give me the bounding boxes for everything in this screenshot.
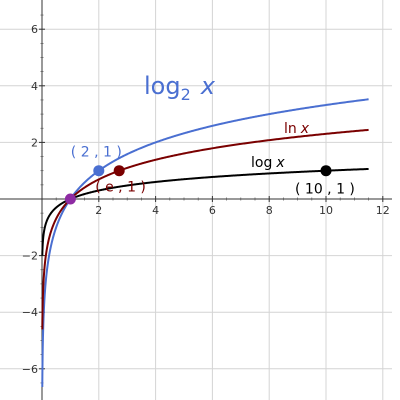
point-marker bbox=[64, 193, 76, 205]
y-tick-label: −4 bbox=[22, 306, 38, 319]
curve-label-log2-var: x bbox=[200, 72, 216, 100]
x-tick-label: 2 bbox=[95, 204, 102, 217]
point-label: ( e , 1 ) bbox=[95, 180, 146, 196]
series-line-2 bbox=[41, 167, 369, 257]
curve-label-ln-main: ln bbox=[284, 121, 297, 137]
point-marker bbox=[320, 165, 332, 177]
y-tick-label: −6 bbox=[22, 363, 38, 376]
curve-label-log-main: log bbox=[251, 155, 272, 171]
curve-label-log2-main: log bbox=[144, 72, 181, 100]
y-tick-label: 2 bbox=[31, 136, 38, 149]
curve-label-log-var: x bbox=[275, 155, 285, 171]
point-marker bbox=[93, 165, 105, 177]
labels: log2 x ln x log x bbox=[144, 72, 310, 171]
tick-marks: 2 4 6 8 10 12 −6 −4 −2 2 4 6 bbox=[22, 14, 390, 384]
series-line-0 bbox=[41, 98, 369, 388]
point-label: ( 10 , 1 ) bbox=[295, 182, 355, 198]
curve-label-ln: ln x bbox=[284, 121, 310, 137]
point-marker bbox=[113, 165, 125, 177]
curve-label-log: log x bbox=[251, 155, 285, 171]
y-tick-label: 6 bbox=[31, 23, 38, 36]
y-tick-label: −2 bbox=[22, 250, 38, 263]
curve-label-log2: log2 x bbox=[144, 72, 216, 104]
curve-label-ln-var: x bbox=[300, 121, 310, 137]
x-tick-label: 6 bbox=[209, 204, 216, 217]
points: ( 2 , 1 ) ( e , 1 ) ( 10 , 1 ) bbox=[64, 145, 355, 205]
x-tick-label: 10 bbox=[319, 204, 333, 217]
x-tick-label: 12 bbox=[376, 204, 390, 217]
point-label: ( 2 , 1 ) bbox=[71, 145, 122, 161]
x-tick-label: 4 bbox=[152, 204, 159, 217]
x-tick-label: 8 bbox=[266, 204, 273, 217]
y-tick-label: 4 bbox=[31, 80, 38, 93]
curve-label-log2-sub: 2 bbox=[181, 85, 191, 104]
